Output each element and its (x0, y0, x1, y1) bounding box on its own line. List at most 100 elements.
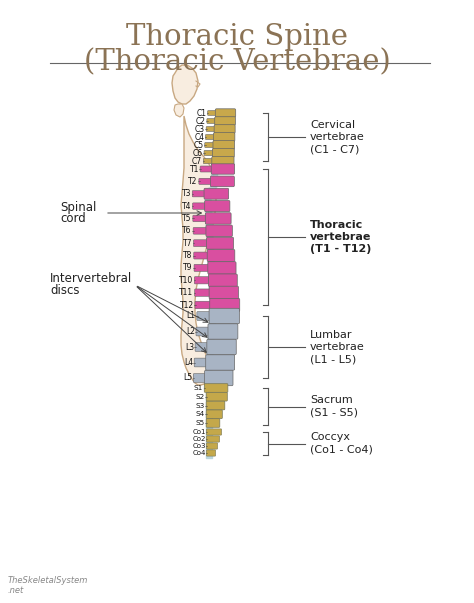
Text: cord: cord (60, 212, 86, 226)
FancyBboxPatch shape (204, 384, 228, 393)
FancyBboxPatch shape (194, 277, 210, 284)
FancyBboxPatch shape (208, 262, 236, 274)
FancyBboxPatch shape (210, 176, 234, 187)
Text: T6: T6 (182, 226, 192, 235)
Polygon shape (181, 116, 216, 385)
FancyBboxPatch shape (209, 286, 238, 299)
Text: Thoracic
vertebrae
(T1 - T12): Thoracic vertebrae (T1 - T12) (310, 219, 371, 254)
Text: T1: T1 (190, 165, 199, 174)
Text: T2: T2 (188, 177, 198, 186)
Text: TheSkeletalSystem: TheSkeletalSystem (8, 576, 88, 585)
Text: C6: C6 (193, 148, 203, 157)
FancyBboxPatch shape (193, 374, 207, 382)
Text: S3: S3 (196, 402, 205, 408)
Text: Cervical
vertebrae
(C1 - C7): Cervical vertebrae (C1 - C7) (310, 119, 365, 154)
FancyBboxPatch shape (194, 252, 209, 259)
FancyBboxPatch shape (205, 370, 233, 386)
FancyBboxPatch shape (193, 240, 209, 247)
FancyBboxPatch shape (192, 191, 206, 197)
Text: discs: discs (50, 285, 80, 297)
Text: Co1: Co1 (192, 429, 206, 435)
FancyBboxPatch shape (195, 302, 212, 309)
FancyBboxPatch shape (207, 250, 235, 262)
FancyBboxPatch shape (211, 164, 235, 174)
FancyBboxPatch shape (194, 358, 208, 367)
Text: Co2: Co2 (192, 436, 206, 442)
Text: T10: T10 (179, 276, 193, 285)
FancyBboxPatch shape (199, 178, 212, 185)
Text: Co4: Co4 (192, 450, 206, 456)
FancyBboxPatch shape (195, 289, 211, 296)
FancyBboxPatch shape (208, 110, 217, 115)
FancyBboxPatch shape (209, 308, 239, 324)
Text: S5: S5 (196, 420, 205, 426)
Text: Intervertebral: Intervertebral (50, 273, 132, 285)
FancyBboxPatch shape (203, 159, 214, 163)
FancyBboxPatch shape (206, 429, 222, 435)
Text: C4: C4 (194, 133, 204, 142)
Text: Coccyx
(Co1 - Co4): Coccyx (Co1 - Co4) (310, 432, 373, 455)
Text: .net: .net (8, 586, 24, 595)
Text: T12: T12 (180, 300, 194, 309)
FancyBboxPatch shape (206, 443, 218, 449)
FancyBboxPatch shape (192, 203, 207, 209)
FancyBboxPatch shape (206, 225, 232, 236)
FancyBboxPatch shape (193, 227, 208, 234)
Text: Co3: Co3 (192, 443, 206, 449)
FancyBboxPatch shape (205, 142, 215, 148)
FancyBboxPatch shape (193, 215, 207, 222)
Text: L1: L1 (187, 312, 196, 321)
Text: T9: T9 (183, 264, 193, 273)
FancyBboxPatch shape (212, 148, 234, 157)
Text: Spinal: Spinal (60, 201, 96, 213)
FancyBboxPatch shape (205, 201, 230, 212)
Polygon shape (174, 104, 184, 117)
FancyBboxPatch shape (204, 188, 228, 199)
FancyBboxPatch shape (213, 140, 235, 150)
FancyBboxPatch shape (215, 109, 236, 117)
Text: Sacrum
(S1 - S5): Sacrum (S1 - S5) (310, 396, 358, 418)
Text: T3: T3 (182, 189, 191, 198)
Text: T5: T5 (182, 214, 191, 223)
Text: S1: S1 (194, 385, 203, 391)
FancyBboxPatch shape (208, 324, 238, 339)
FancyBboxPatch shape (204, 150, 214, 156)
Text: T11: T11 (179, 288, 193, 297)
Text: C5: C5 (193, 140, 203, 150)
Text: T4: T4 (182, 201, 191, 210)
FancyBboxPatch shape (206, 393, 228, 401)
Text: S2: S2 (196, 394, 205, 400)
FancyBboxPatch shape (207, 237, 234, 249)
Text: Lumbar
vertebrae
(L1 - L5): Lumbar vertebrae (L1 - L5) (310, 330, 365, 364)
FancyBboxPatch shape (206, 410, 222, 418)
Text: C1: C1 (196, 109, 206, 118)
FancyBboxPatch shape (197, 312, 211, 320)
FancyBboxPatch shape (206, 418, 220, 428)
Text: L2: L2 (186, 327, 195, 336)
Text: S4: S4 (196, 411, 205, 417)
Text: Thoracic Spine: Thoracic Spine (126, 23, 348, 51)
FancyBboxPatch shape (209, 274, 237, 286)
FancyBboxPatch shape (195, 343, 209, 352)
FancyBboxPatch shape (212, 157, 234, 165)
FancyBboxPatch shape (206, 450, 216, 456)
Text: C2: C2 (196, 116, 206, 125)
FancyBboxPatch shape (214, 125, 235, 133)
Text: L5: L5 (183, 373, 192, 382)
FancyBboxPatch shape (207, 339, 236, 355)
Text: C7: C7 (192, 157, 202, 165)
FancyBboxPatch shape (196, 327, 210, 336)
FancyBboxPatch shape (205, 134, 216, 139)
Text: (Thoracic Vertebrae): (Thoracic Vertebrae) (83, 48, 391, 76)
FancyBboxPatch shape (210, 298, 240, 312)
FancyBboxPatch shape (215, 117, 236, 125)
Text: L4: L4 (184, 358, 193, 367)
FancyBboxPatch shape (200, 166, 213, 172)
Text: C3: C3 (195, 124, 205, 133)
FancyBboxPatch shape (206, 127, 216, 131)
FancyBboxPatch shape (206, 355, 235, 370)
FancyBboxPatch shape (214, 133, 235, 141)
FancyBboxPatch shape (194, 264, 210, 271)
FancyBboxPatch shape (207, 119, 217, 124)
Text: L3: L3 (185, 343, 194, 352)
